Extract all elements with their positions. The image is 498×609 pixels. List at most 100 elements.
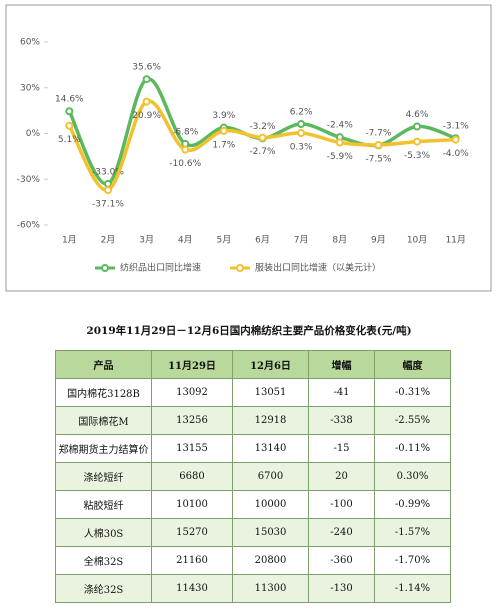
data-label: -10.6% (169, 159, 201, 169)
data-label: -33.0% (92, 167, 124, 177)
y-tick-label: 60% (20, 38, 40, 48)
table-cell: -1.70% (374, 546, 451, 575)
point (103, 186, 112, 195)
table-cell: -2.55% (374, 406, 451, 435)
table-cell: 11300 (232, 574, 309, 603)
table-cell: 涤纶32S (55, 574, 152, 603)
table-cell: 粘胶短纤 (55, 490, 152, 519)
header-cell: 11月29日 (151, 350, 233, 379)
table-cell: 6680 (151, 462, 233, 491)
legend-marker (236, 264, 244, 272)
table-cell: 21160 (151, 546, 233, 575)
table-cell: 涤纶短纤 (55, 462, 152, 491)
data-label: -3.1% (443, 122, 470, 132)
header-cell: 增幅 (308, 350, 375, 379)
point (142, 75, 151, 84)
series-line (67, 99, 456, 192)
table-cell: 6700 (232, 462, 309, 491)
data-label: -7.5% (365, 154, 392, 164)
table-cell: 国内棉花3128B (55, 378, 152, 407)
table-cell: -100 (308, 490, 375, 519)
data-label: -6.8% (172, 127, 199, 137)
point (258, 133, 267, 142)
header-row: 产品 11月29日 12月6日 增幅 幅度 (55, 350, 451, 379)
table-cell: 12918 (232, 406, 309, 435)
table-cell: 13256 (151, 406, 233, 435)
table-cell: 国际棉花M (55, 406, 152, 435)
chart: -60% -30% 0% 30% 60% 1月 2月 3月 4月 5月 6月 7月 8月 9月 10月 11月… (5, 4, 492, 292)
table-cell: 13051 (232, 378, 309, 407)
table-cell: 20 (308, 462, 375, 491)
point (374, 140, 383, 149)
data-label: 14.6% (55, 95, 84, 105)
data-label: -4.0% (443, 149, 470, 159)
data-label: 35.6% (132, 63, 161, 73)
table-cell: 11430 (151, 574, 233, 603)
legend-label: 纺织品出口同比增速 (120, 262, 201, 274)
table-row: 国内棉花3128B 13092 13051 -41 -0.31% (55, 378, 451, 407)
table-cell: -240 (308, 518, 375, 547)
table-row: 涤纶短纤 6680 6700 20 0.30% (55, 462, 451, 491)
table-cell: 全棉32S (55, 546, 152, 575)
legend-label: 服装出口同比增速（以美元计） (255, 262, 381, 274)
legend-marker (101, 264, 109, 272)
x-tick-label: 11月 (445, 235, 465, 246)
y-tick-label: -60% (17, 221, 41, 231)
y-tick-label: -30% (17, 175, 41, 185)
point (451, 135, 460, 144)
table-row: 涤纶32S 11430 11300 -130 -1.14% (55, 574, 451, 603)
table-cell: -0.11% (374, 434, 451, 463)
table-cell: -41 (308, 378, 375, 407)
point (297, 120, 306, 129)
data-label: -2.7% (249, 147, 276, 157)
table-cell: 13155 (151, 434, 233, 463)
table-cell: 10000 (232, 490, 309, 519)
point (65, 107, 74, 116)
chart-frame (5, 4, 492, 292)
data-label: 3.9% (212, 111, 235, 121)
table-cell: 郑棉期货主力结算价 (55, 434, 152, 463)
data-label: 6.2% (290, 108, 313, 118)
data-label: 4.6% (406, 110, 429, 120)
table-cell: 13140 (232, 434, 309, 463)
point (103, 179, 112, 188)
table-row: 全棉32S 21160 20800 -360 -1.70% (55, 546, 451, 575)
table-cell: -1.57% (374, 518, 451, 547)
data-label: 1.7% (212, 140, 235, 150)
x-tick-label: 6月 (255, 235, 270, 246)
table-cell: 15270 (151, 518, 233, 547)
data-label: 0.3% (290, 143, 313, 153)
price-table: 产品 11月29日 12月6日 增幅 幅度 国内棉花3128B 13092 13051 -41-… (55, 350, 451, 603)
point (413, 122, 422, 131)
table-cell: -0.31% (374, 378, 451, 407)
table-cell: 15030 (232, 518, 309, 547)
table-cell: -130 (308, 574, 375, 603)
data-label: -7.7% (365, 129, 392, 139)
data-label: 20.9% (132, 111, 161, 121)
header-cell: 幅度 (374, 350, 451, 379)
table-cell: 人棉30S (55, 518, 152, 547)
y-tick-label: 0% (26, 129, 41, 139)
point (297, 129, 306, 138)
table-row: 人棉30S 15270 15030 -240 -1.57% (55, 518, 451, 547)
data-label: -3.2% (249, 122, 276, 132)
header-cell: 12月6日 (232, 350, 309, 379)
table-cell: 13092 (151, 378, 233, 407)
table-cell: 10100 (151, 490, 233, 519)
x-tick-label: 9月 (371, 235, 386, 246)
data-label: -37.1% (92, 200, 124, 210)
point (413, 137, 422, 146)
point (65, 121, 74, 130)
table-cell: -360 (308, 546, 375, 575)
x-tick-label: 4月 (178, 235, 193, 246)
header-cell: 产品 (55, 350, 152, 379)
table-cell: 20800 (232, 546, 309, 575)
table-row: 郑棉期货主力结算价 13155 13140 -15 -0.11% (55, 434, 451, 463)
table-cell: -1.14% (374, 574, 451, 603)
x-tick-label: 7月 (294, 235, 309, 246)
x-tick-label: 10月 (407, 235, 427, 246)
table-cell: -0.99% (374, 490, 451, 519)
table-cell: -338 (308, 406, 375, 435)
x-tick-label: 8月 (332, 235, 347, 246)
x-tick-label: 3月 (139, 235, 154, 246)
